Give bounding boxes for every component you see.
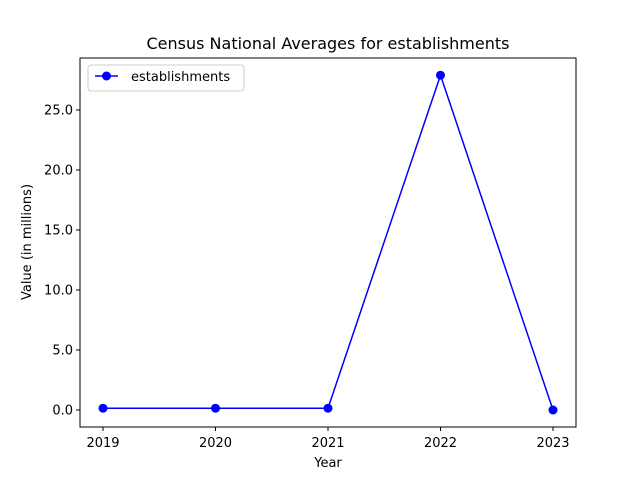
legend-label-establishments: establishments <box>131 70 230 85</box>
data-point-2022 <box>436 70 445 80</box>
legend: establishments <box>87 64 245 92</box>
series-layer <box>98 70 558 415</box>
y-axis-label: Value (in millions) <box>20 184 35 300</box>
data-point-2021 <box>323 403 333 413</box>
legend-box <box>87 64 245 92</box>
y-tick-label: 15.0 <box>44 224 73 239</box>
x-axis-label: Year <box>313 456 342 471</box>
x-tick-label: 2020 <box>199 436 232 451</box>
y-axis: 0.0 5.0 10.0 15.0 20.0 25.0 <box>44 104 80 419</box>
data-point-2023 <box>548 405 558 415</box>
y-tick-label: 25.0 <box>44 104 73 119</box>
data-point-2020 <box>211 403 220 413</box>
chart-title: Census National Averages for establishme… <box>147 34 510 53</box>
x-tick-label: 2019 <box>86 436 119 451</box>
legend-marker-swatch <box>102 71 111 81</box>
y-tick-label: 5.0 <box>52 344 73 359</box>
y-tick-label: 10.0 <box>44 284 73 299</box>
x-tick-label: 2021 <box>311 436 344 451</box>
data-point-2019 <box>98 403 108 413</box>
y-tick-label: 0.0 <box>52 404 73 419</box>
x-axis: 2019 2020 2021 2022 2023 <box>86 427 570 451</box>
x-tick-label: 2023 <box>536 436 569 451</box>
x-tick-label: 2022 <box>424 436 457 451</box>
y-tick-label: 20.0 <box>44 164 73 179</box>
